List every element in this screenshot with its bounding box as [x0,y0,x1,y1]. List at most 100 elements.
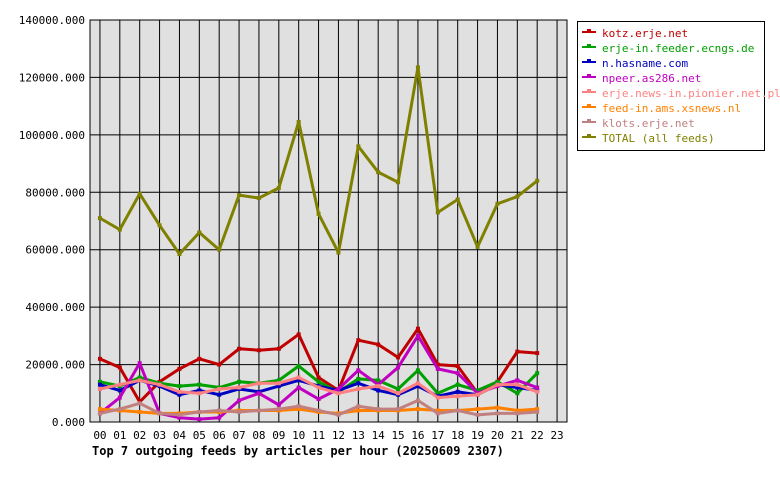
x-tick-label: 19 [471,429,484,442]
x-tick-label: 01 [113,429,126,442]
series-point-0 [396,355,401,360]
series-point-6 [316,408,321,413]
x-tick-label: 02 [133,429,146,442]
series-point-1 [535,371,540,376]
series-point-7 [157,223,162,228]
series-point-2 [117,388,122,393]
series-point-7 [415,65,420,70]
series-point-0 [316,375,321,380]
x-tick-label: 10 [292,429,305,442]
series-point-0 [515,349,520,354]
legend: kotz.erje.net erje-in.feeder.ecngs.de n.ha… [577,21,780,151]
series-point-2 [217,392,222,397]
series-point-1 [495,379,500,384]
series-point-0 [276,346,281,351]
x-axis: 00 01 02 03 04 05 06 07 08 09 10 11 12 13 14 15 16 17 18 19… [93,429,563,442]
series-point-3 [296,385,301,390]
chart-title: Top 7 outgoing feeds by articles per hou… [92,444,504,458]
series-point-7 [177,252,182,257]
series-point-7 [495,201,500,206]
series-point-5 [435,408,440,413]
series-point-0 [535,351,540,356]
series-point-4 [97,386,102,391]
legend-marker [587,59,591,63]
y-tick-label: 80000.000 [25,186,85,199]
series-point-4 [376,384,381,389]
y-tick-label: 60000.000 [25,244,85,257]
legend-entry: feed-in.ams.xsnews.nl [582,101,764,116]
series-point-4 [336,391,341,396]
x-tick-label: 20 [491,429,504,442]
legend-label: kotz.erje.net [602,27,689,40]
series-point-5 [137,409,142,414]
series-point-4 [276,381,281,386]
series-point-7 [296,119,301,124]
series-point-6 [376,407,381,412]
series-point-2 [376,388,381,393]
grid [90,19,567,423]
y-axis: 0.000 20000.000 40000.000 60000.000 80000.00… [19,14,85,429]
x-tick-label: 04 [173,429,187,442]
series-point-4 [237,385,242,390]
series-point-4 [535,389,540,394]
y-tick-label: 120000.000 [19,71,85,84]
series-point-0 [415,326,420,331]
series-point-3 [276,402,281,407]
x-tick-label: 18 [451,429,464,442]
series-point-4 [515,382,520,387]
series-point-1 [356,376,361,381]
x-tick-label: 13 [352,429,365,442]
series-point-3 [535,385,540,390]
series-point-6 [256,408,261,413]
series-point-1 [435,391,440,396]
series-point-7 [137,191,142,196]
series-point-4 [455,394,460,399]
x-tick-label: 21 [511,429,524,442]
legend-label: feed-in.ams.xsnews.nl [602,102,742,115]
x-tick-label: 22 [531,429,544,442]
series-point-6 [415,398,420,403]
series-point-6 [535,409,540,414]
series-point-1 [137,375,142,380]
series-point-1 [376,378,381,383]
series-point-3 [237,398,242,403]
series-point-1 [415,368,420,373]
series-point-7 [435,210,440,215]
series-point-5 [356,408,361,413]
series-point-1 [455,382,460,387]
series-point-1 [316,379,321,384]
x-tick-label: 23 [550,429,563,442]
legend-entry: klots.erje.net [582,116,764,131]
legend-label: erje-in.feeder.ecngs.de [602,42,755,55]
series-point-4 [356,386,361,391]
series-point-4 [396,391,401,396]
series-point-6 [157,411,162,416]
y-tick-label: 40000.000 [25,301,85,314]
legend-marker [587,29,591,33]
series-point-3 [455,371,460,376]
series-point-0 [237,346,242,351]
series-point-0 [217,362,222,367]
x-tick-label: 03 [153,429,166,442]
series-point-0 [296,332,301,337]
series-point-7 [376,170,381,175]
x-tick-label: 15 [391,429,404,442]
series-group [97,65,540,422]
series-point-3 [435,366,440,371]
series-point-6 [217,408,222,413]
series-point-4 [475,392,480,397]
x-tick-label: 11 [312,429,325,442]
series-point-6 [117,407,122,412]
series-point-6 [237,409,242,414]
series-point-3 [415,333,420,338]
legend-marker [587,119,591,123]
series-point-0 [455,364,460,369]
series-point-5 [296,407,301,412]
series-point-7 [535,178,540,183]
legend-entry: kotz.erje.net [582,26,764,41]
series-point-4 [137,378,142,383]
series-point-0 [356,338,361,343]
series-point-7 [515,194,520,199]
x-tick-label: 17 [431,429,444,442]
series-point-1 [396,386,401,391]
